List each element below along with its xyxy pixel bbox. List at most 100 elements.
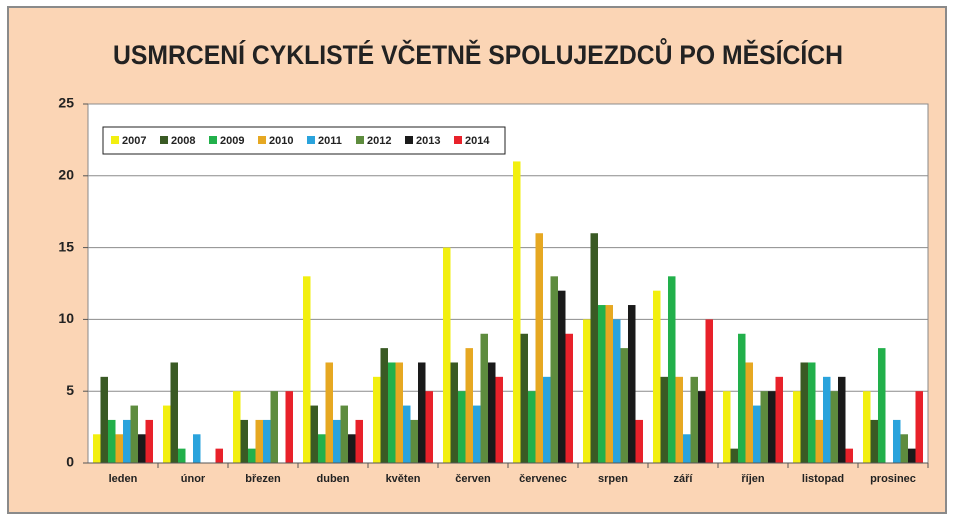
- bar: [830, 391, 838, 463]
- bar: [915, 391, 923, 463]
- x-tick-label: březen: [245, 473, 281, 485]
- bar: [838, 376, 846, 463]
- bar: [730, 448, 738, 463]
- x-tick-label: srpen: [598, 473, 628, 485]
- bar: [458, 391, 466, 463]
- bar: [170, 362, 178, 463]
- legend-swatch: [160, 136, 168, 144]
- bar: [635, 419, 643, 463]
- bar: [108, 419, 116, 463]
- bar: [348, 434, 356, 463]
- x-tick-label: prosinec: [870, 473, 916, 485]
- legend-swatch: [307, 136, 315, 144]
- bar: [605, 305, 613, 463]
- bar: [178, 448, 186, 463]
- bar: [900, 434, 908, 463]
- bar: [145, 419, 153, 463]
- y-tick-label: 25: [58, 95, 74, 111]
- bar: [800, 362, 808, 463]
- bar: [590, 233, 598, 463]
- bar: [668, 276, 676, 463]
- x-tick-label: únor: [181, 473, 206, 485]
- legend-label: 2010: [269, 135, 293, 147]
- bar: [565, 333, 573, 463]
- bar: [115, 434, 123, 463]
- y-tick-label: 0: [66, 454, 74, 470]
- x-tick-label: duben: [317, 473, 350, 485]
- x-tick-label: listopad: [802, 473, 844, 485]
- bar: [325, 362, 333, 463]
- bar: [775, 376, 783, 463]
- bar: [403, 405, 411, 463]
- bar: [333, 419, 341, 463]
- bar: [745, 362, 753, 463]
- bar: [303, 276, 311, 463]
- bar: [318, 434, 326, 463]
- bar: [465, 348, 473, 463]
- bar: [613, 319, 621, 463]
- legend-label: 2012: [367, 135, 391, 147]
- bar: [698, 391, 706, 463]
- legend-swatch: [356, 136, 364, 144]
- bar: [738, 333, 746, 463]
- bar: [130, 405, 138, 463]
- legend-label: 2011: [318, 135, 342, 147]
- bar: [100, 376, 108, 463]
- bar: [215, 448, 223, 463]
- bar: [760, 391, 768, 463]
- x-tick-label: květen: [386, 473, 421, 485]
- bar: [705, 319, 713, 463]
- bar: [488, 362, 496, 463]
- bar: [263, 419, 271, 463]
- bar: [270, 391, 278, 463]
- legend-swatch: [258, 136, 266, 144]
- bar: [410, 419, 418, 463]
- bar: [418, 362, 426, 463]
- bar: [660, 376, 668, 463]
- y-tick-label: 20: [58, 167, 74, 183]
- x-tick-label: září: [674, 473, 694, 485]
- bar: [550, 276, 558, 463]
- bar: [123, 419, 131, 463]
- bar: [473, 405, 481, 463]
- legend-label: 2013: [416, 135, 440, 147]
- bar: [528, 391, 536, 463]
- bar: [310, 405, 318, 463]
- bar: [340, 405, 348, 463]
- bar: [248, 448, 256, 463]
- bar: [723, 391, 731, 463]
- bar: [870, 419, 878, 463]
- bar: [480, 333, 488, 463]
- bar: [520, 333, 528, 463]
- bar: [628, 305, 636, 463]
- bar: [558, 290, 566, 463]
- bar: [543, 376, 551, 463]
- legend-swatch: [454, 136, 462, 144]
- legend-label: 2009: [220, 135, 244, 147]
- y-tick-label: 15: [58, 238, 74, 254]
- bar: [163, 405, 171, 463]
- chart-title: USMRCENÍ CYKLISTÉ VČETNĚ SPOLUJEZDCŮ PO …: [113, 37, 843, 70]
- bar: [863, 391, 871, 463]
- bar: [808, 362, 816, 463]
- bar: [753, 405, 761, 463]
- bar: [495, 376, 503, 463]
- bar: [535, 233, 543, 463]
- bar: [255, 419, 263, 463]
- bar: [395, 362, 403, 463]
- bar: [845, 448, 853, 463]
- bar: [443, 247, 451, 463]
- legend-swatch: [209, 136, 217, 144]
- bar: [138, 434, 146, 463]
- bar: [793, 391, 801, 463]
- bar: [193, 434, 201, 463]
- y-tick-label: 5: [66, 382, 74, 398]
- bar: [815, 419, 823, 463]
- legend: [102, 126, 506, 155]
- x-tick-label: červenec: [519, 473, 567, 485]
- bar: [878, 348, 886, 463]
- bar: [683, 434, 691, 463]
- bar: [653, 290, 661, 463]
- bar: [908, 448, 916, 463]
